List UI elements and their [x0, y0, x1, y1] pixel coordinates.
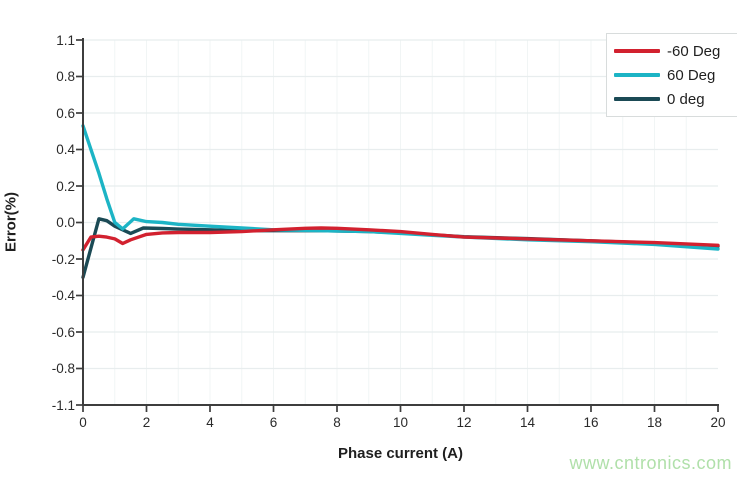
x-tick-label: 10	[392, 415, 409, 430]
y-tick-label: 1.1	[56, 32, 75, 48]
legend-line-swatch-icon	[614, 97, 660, 101]
x-tick-label: 18	[646, 415, 663, 430]
legend-item-60-deg: 60 Deg	[614, 63, 737, 87]
x-tick-label: 8	[333, 415, 341, 430]
legend-label: -60 Deg	[667, 42, 721, 60]
y-tick-label: -1.1	[51, 397, 75, 413]
legend-line-swatch-icon	[614, 49, 660, 53]
x-axis-title: Phase current (A)	[337, 445, 464, 462]
x-tick-label: 14	[519, 415, 536, 430]
series-line--60-deg	[81, 226, 720, 252]
legend-item--60-deg: -60 Deg	[614, 39, 737, 63]
y-tick-label: 0.0	[56, 215, 75, 230]
legend-line-swatch-icon	[614, 73, 660, 77]
legend-label: 0 deg	[667, 90, 705, 108]
legend-item-0-deg: 0 deg	[614, 87, 737, 111]
x-tick-label: 20	[710, 415, 726, 430]
y-tick-label: 0.2	[56, 178, 75, 194]
watermark-text: www.cntronics.com	[569, 453, 732, 473]
plot-area	[76, 38, 720, 412]
x-tick-label: 0	[79, 415, 87, 430]
x-tick-label: 12	[456, 415, 472, 430]
x-tick-label: 4	[206, 415, 214, 430]
y-tick-label: 0.4	[56, 142, 75, 157]
y-tick-label: -0.8	[51, 361, 75, 376]
y-tick-label: -0.2	[51, 251, 75, 267]
legend-label: 60 Deg	[667, 66, 716, 84]
y-tick-label: 0.8	[56, 69, 75, 84]
y-tick-label: 0.6	[56, 105, 75, 121]
y-tick-label: -0.4	[51, 288, 75, 303]
y-tick-label: -0.6	[51, 324, 75, 340]
legend: -60 Deg 60 Deg 0 deg	[606, 33, 737, 117]
x-tick-label: 16	[583, 415, 599, 430]
x-tick-label: 2	[142, 415, 151, 430]
x-tick-label: 6	[269, 415, 278, 430]
